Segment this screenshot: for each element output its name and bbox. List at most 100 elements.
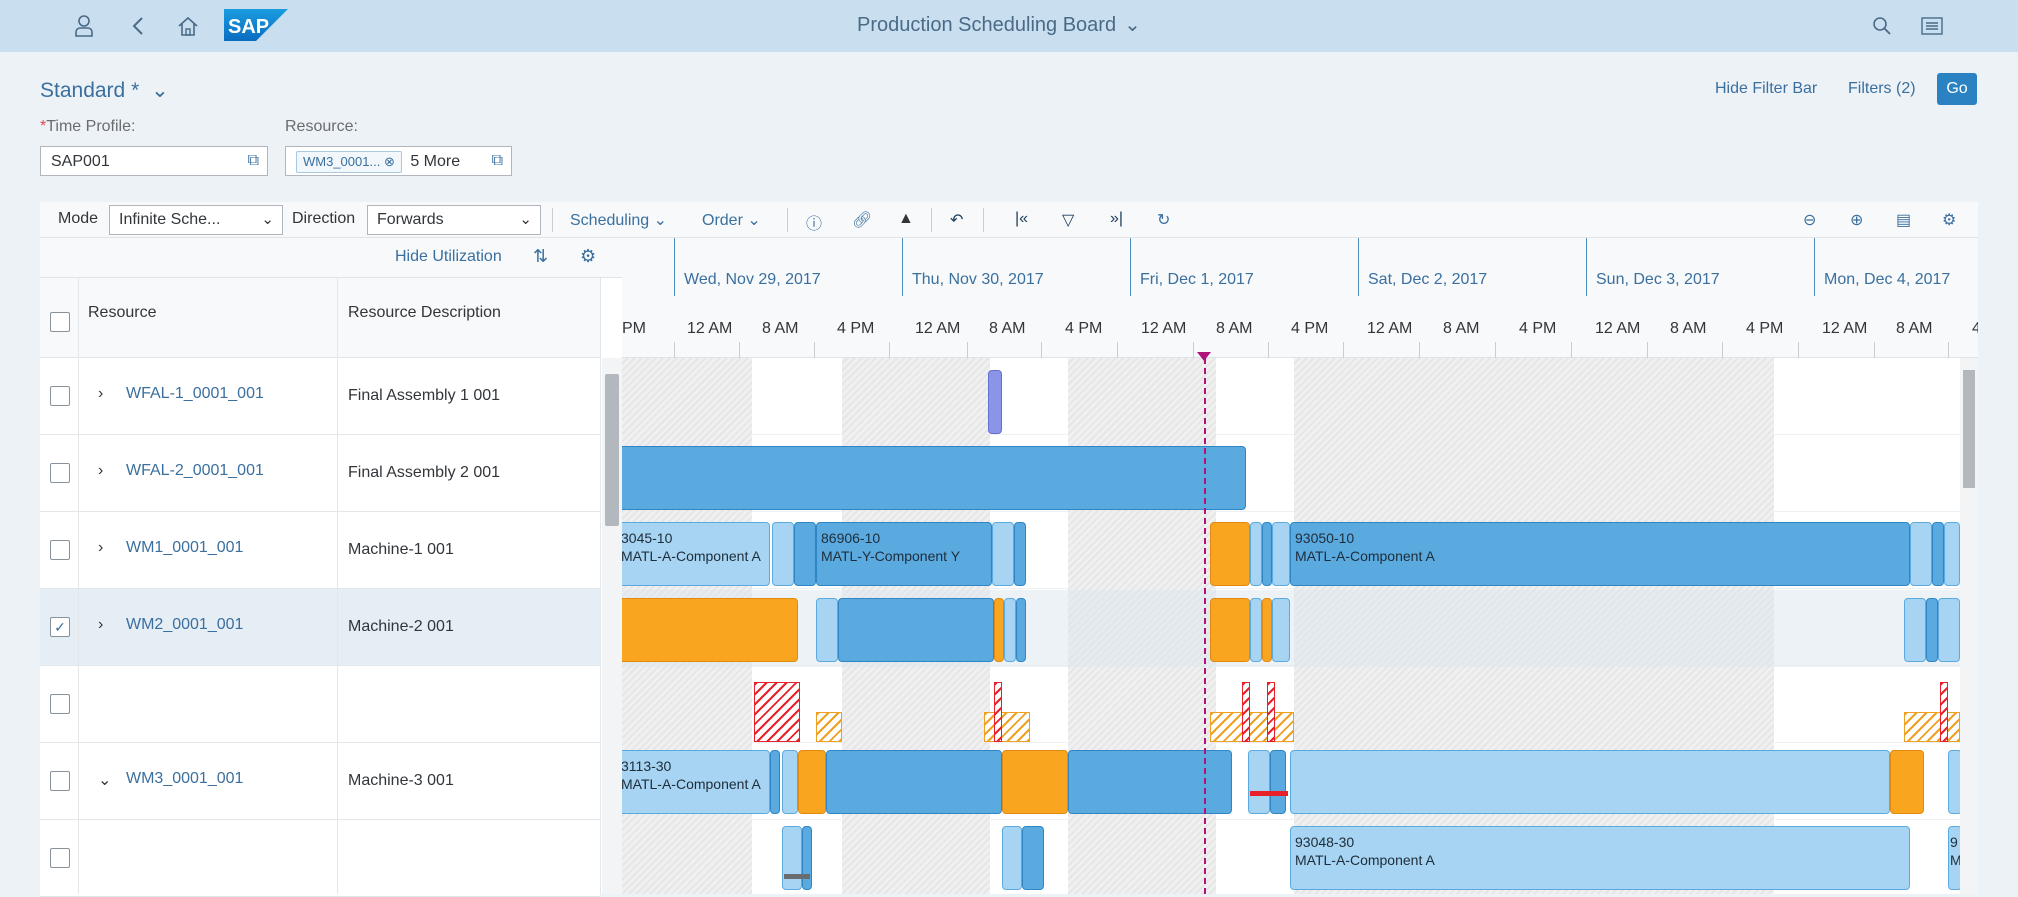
scrollbar-thumb[interactable]: [605, 374, 619, 526]
scrollbar-thumb[interactable]: [1963, 370, 1975, 488]
setup-bar[interactable]: [1890, 750, 1924, 814]
app-title-menu[interactable]: Production Scheduling Board ⌄: [857, 12, 1141, 37]
hide-utilization-button[interactable]: Hide Utilization: [395, 248, 502, 265]
operation-bar[interactable]: 3113-30 MATL-A-Component A: [622, 750, 770, 814]
row-checkbox[interactable]: [50, 540, 70, 560]
operation-bar[interactable]: [1250, 598, 1262, 662]
remove-token-icon[interactable]: ⊗: [383, 154, 395, 169]
expand-icon[interactable]: ⌄: [98, 772, 112, 789]
undo-icon[interactable]: ↶: [950, 212, 964, 229]
time-profile-input[interactable]: SAP001 ⧉: [40, 146, 268, 176]
operation-bar[interactable]: [1068, 750, 1232, 814]
table-row[interactable]: ⌄ WM3_0001_001 Machine-3 001: [40, 743, 600, 820]
refresh-icon[interactable]: ↻: [1157, 212, 1171, 229]
link-icon[interactable]: 🔗︎: [852, 212, 873, 229]
operation-bar[interactable]: [1944, 522, 1960, 586]
operation-bar[interactable]: [1926, 598, 1938, 662]
operation-bar[interactable]: [802, 826, 812, 890]
row-checkbox[interactable]: [50, 848, 70, 868]
table-row[interactable]: › WFAL-2_0001_001 Final Assembly 2 001: [40, 435, 600, 512]
operation-bar[interactable]: [838, 598, 994, 662]
resource-more[interactable]: 5 More: [410, 153, 461, 170]
operation-bar[interactable]: [1248, 750, 1270, 814]
row-checkbox[interactable]: [50, 694, 70, 714]
expand-icon[interactable]: ›: [98, 385, 104, 402]
load-indicator[interactable]: [1904, 712, 1960, 742]
value-help-icon[interactable]: ⧉: [491, 152, 503, 169]
operation-bar[interactable]: 3045-10 MATL-A-Component A: [622, 522, 770, 586]
operation-bar[interactable]: 93050-10 MATL-A-Component A: [1290, 522, 1910, 586]
operation-bar[interactable]: [770, 750, 780, 814]
back-icon[interactable]: [124, 12, 152, 40]
select-all-checkbox[interactable]: [50, 312, 70, 332]
table-row[interactable]: [40, 820, 600, 897]
setup-bar[interactable]: [1210, 598, 1250, 662]
jump-first-icon[interactable]: |«: [1015, 210, 1029, 227]
zoom-in-icon[interactable]: ⊕: [1850, 212, 1864, 229]
row-checkbox[interactable]: [50, 771, 70, 791]
row-checkbox[interactable]: [50, 386, 70, 406]
sort-icon[interactable]: ⇅: [533, 246, 549, 266]
zoom-out-icon[interactable]: ⊖: [1803, 212, 1817, 229]
operation-bar[interactable]: [1932, 522, 1944, 586]
operation-bar[interactable]: [782, 826, 802, 890]
value-help-icon[interactable]: ⧉: [247, 152, 259, 169]
operation-bar[interactable]: [1270, 750, 1286, 814]
resource-link[interactable]: WM1_0001_001: [126, 539, 244, 556]
operation-bar[interactable]: [622, 446, 1246, 510]
expand-icon[interactable]: ›: [98, 539, 104, 556]
mode-select[interactable]: Infinite Sche... ⌄: [109, 205, 283, 235]
row-checkbox[interactable]: ✓: [50, 617, 70, 637]
table-row[interactable]: › WM1_0001_001 Machine-1 001: [40, 512, 600, 589]
overload-indicator[interactable]: [754, 682, 800, 742]
operation-bar[interactable]: [1004, 598, 1016, 662]
operation-bar[interactable]: 86906-10 MATL-Y-Component Y: [816, 522, 992, 586]
overload-indicator[interactable]: [1267, 682, 1275, 742]
operation-bar[interactable]: 93048-30 MATL-A-Component A: [1290, 826, 1910, 890]
operation-bar[interactable]: [782, 750, 798, 814]
operation-bar[interactable]: [1904, 598, 1926, 662]
load-indicator[interactable]: [1210, 712, 1294, 742]
resource-input[interactable]: WM3_0001... ⊗ 5 More ⧉: [285, 146, 512, 176]
gantt-scrollbar[interactable]: [1960, 358, 1978, 894]
layout-icon[interactable]: ▤: [1896, 212, 1912, 229]
setup-bar[interactable]: [622, 598, 798, 662]
resource-link[interactable]: WFAL-2_0001_001: [126, 462, 264, 479]
setup-bar[interactable]: [994, 598, 1004, 662]
overload-indicator[interactable]: [1242, 682, 1250, 742]
scheduling-menu[interactable]: Scheduling ⌄: [570, 210, 667, 230]
expand-icon[interactable]: ›: [98, 462, 104, 479]
operation-bar[interactable]: [826, 750, 1002, 814]
operation-bar[interactable]: [794, 522, 816, 586]
order-menu[interactable]: Order ⌄: [702, 210, 761, 230]
filter-icon[interactable]: ▽: [1062, 212, 1075, 229]
operation-bar[interactable]: [1014, 522, 1026, 586]
operation-bar[interactable]: [1290, 750, 1890, 814]
operation-bar[interactable]: [992, 522, 1014, 586]
operation-bar[interactable]: [816, 598, 838, 662]
operation-bar[interactable]: [1262, 522, 1272, 586]
hide-filter-bar-button[interactable]: Hide Filter Bar: [1715, 80, 1818, 97]
operation-bar[interactable]: [772, 522, 794, 586]
home-icon[interactable]: [174, 12, 202, 40]
table-row[interactable]: ✓ › WM2_0001_001 Machine-2 001: [40, 589, 600, 666]
table-row[interactable]: [40, 666, 600, 743]
alert-icon[interactable]: ▲: [898, 210, 914, 227]
operation-bar[interactable]: [1938, 598, 1960, 662]
filters-button[interactable]: Filters (2): [1848, 80, 1916, 97]
operation-bar[interactable]: [1910, 522, 1932, 586]
user-icon[interactable]: [70, 12, 98, 40]
load-indicator[interactable]: [984, 712, 1030, 742]
info-icon[interactable]: ⓘ: [806, 216, 823, 233]
settings-icon[interactable]: ⚙: [580, 246, 597, 266]
operation-bar[interactable]: [988, 370, 1002, 434]
jump-last-icon[interactable]: »|: [1110, 210, 1124, 227]
menu-icon[interactable]: [1918, 12, 1946, 40]
direction-select[interactable]: Forwards ⌄: [367, 205, 541, 235]
operation-bar[interactable]: [1002, 826, 1022, 890]
setup-bar[interactable]: [798, 750, 826, 814]
operation-bar[interactable]: [1250, 522, 1262, 586]
table-scrollbar[interactable]: [602, 358, 622, 894]
resource-token[interactable]: WM3_0001... ⊗: [296, 151, 402, 173]
search-icon[interactable]: [1868, 12, 1896, 40]
